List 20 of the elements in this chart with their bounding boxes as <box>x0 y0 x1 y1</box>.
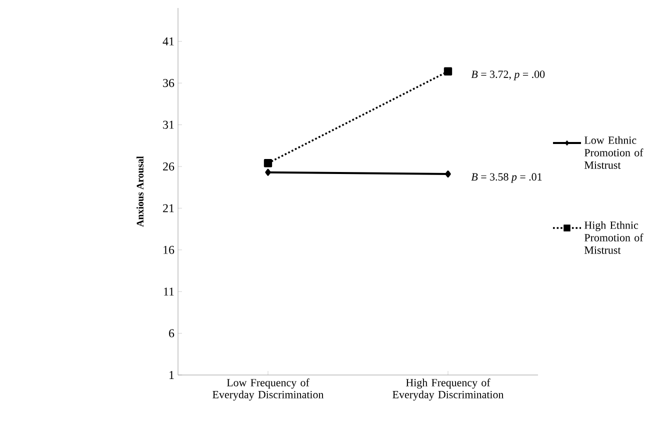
legend-label: Low Ethnic Promotion of Mistrust <box>584 136 644 169</box>
point <box>444 67 452 76</box>
x-tick-label: Low Frequency of Everyday Discrimination <box>212 378 324 401</box>
annotation: B = 3.72, p = .00 <box>471 70 545 80</box>
y-tick-label: 36 <box>163 79 174 88</box>
annotation: B = 3.58 p = .01 <box>471 173 542 183</box>
y-tick-label: 11 <box>164 288 174 296</box>
y-tick-label: 21 <box>163 204 174 212</box>
y-tick-label: 31 <box>163 120 174 129</box>
x-tick-label: High Frequency of Everyday Discrimination <box>392 378 504 401</box>
legend-label: High Ethnic Promotion of Mistrust <box>584 221 644 254</box>
point <box>264 159 272 168</box>
y-tick-label: 6 <box>169 329 174 338</box>
point <box>445 170 451 178</box>
point <box>265 168 271 176</box>
y-axis-title: Anxious Arousal <box>136 156 144 227</box>
y-tick-label: 1 <box>170 371 174 379</box>
y-tick-label: 26 <box>163 162 174 170</box>
y-tick-label: 41 <box>162 37 174 46</box>
y-tick-label: 16 <box>164 246 174 254</box>
